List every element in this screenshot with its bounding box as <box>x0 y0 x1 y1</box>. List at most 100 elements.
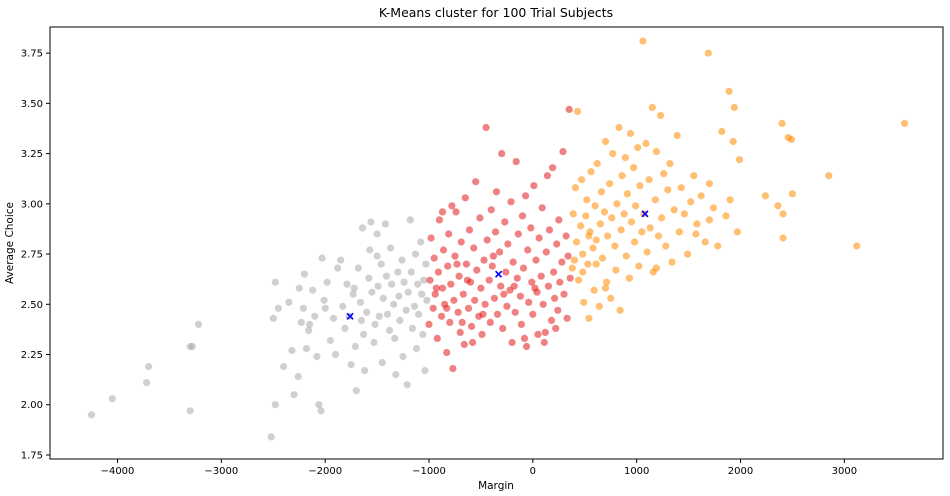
cluster-1-point-8 <box>435 216 443 224</box>
cluster-0-point-84 <box>408 324 416 332</box>
cluster-1-point-66 <box>511 308 519 316</box>
cluster-2-point-87 <box>714 242 722 250</box>
cluster-2-point-64 <box>652 148 661 156</box>
cluster-1-point-49 <box>488 262 496 270</box>
cluster-2-point-78 <box>684 250 692 258</box>
cluster-1-point-1 <box>426 276 434 284</box>
cluster-2-point-33 <box>609 150 617 158</box>
cluster-2-point-21 <box>593 160 601 168</box>
cluster-1-point-44 <box>482 123 490 132</box>
x-tick-label-1: −3000 <box>204 466 238 477</box>
cluster-0-point-24 <box>306 320 314 328</box>
x-tick-label-7: 3000 <box>832 466 857 477</box>
cluster-1-point-70 <box>516 292 525 300</box>
cluster-2-point-27 <box>601 137 610 146</box>
cluster-2-point-23 <box>596 220 604 228</box>
cluster-1-point-4 <box>430 254 438 262</box>
cluster-0-point-44 <box>351 342 359 351</box>
cluster-1-point-64 <box>508 338 516 347</box>
cluster-0-point-72 <box>392 371 400 379</box>
cluster-1-point-40 <box>477 284 485 292</box>
cluster-2-point-105 <box>901 119 909 127</box>
cluster-0-point-92 <box>419 330 427 338</box>
cluster-0-point-81 <box>404 288 412 296</box>
cluster-1-point-53 <box>493 310 502 318</box>
cluster-2-point-88 <box>718 127 726 136</box>
cluster-0-point-12 <box>271 278 279 286</box>
cluster-2-point-19 <box>591 202 599 210</box>
chart-title: K-Means cluster for 100 Trial Subjects <box>379 5 613 20</box>
cluster-0-point-33 <box>326 336 334 345</box>
cluster-0-point-52 <box>365 274 373 282</box>
cluster-1-point-94 <box>547 316 556 324</box>
cluster-0-point-46 <box>354 264 362 272</box>
cluster-0-point-65 <box>382 272 390 280</box>
cluster-0-point-14 <box>285 298 293 306</box>
cluster-2-point-51 <box>634 144 642 152</box>
cluster-2-point-106 <box>779 210 787 218</box>
cluster-1-point-50 <box>490 294 498 302</box>
cluster-2-point-41 <box>620 210 628 218</box>
cluster-1-point-52 <box>492 188 501 196</box>
cluster-1-point-43 <box>481 300 489 308</box>
x-tick-label-4: 0 <box>530 466 536 477</box>
cluster-2-point-98 <box>778 119 786 127</box>
cluster-1-point-104 <box>560 290 568 298</box>
cluster-0-point-87 <box>412 344 421 353</box>
y-axis: 1.75 2.00 2.25 2.50 2.75 3.00 3.25 3.50 3.75 <box>21 49 50 461</box>
cluster-0-point-43 <box>349 290 357 298</box>
cluster-0-point-30 <box>318 254 326 262</box>
cluster-2-point-85 <box>704 49 712 57</box>
cluster-1-point-59 <box>502 268 510 276</box>
cluster-1-point-89 <box>540 338 548 347</box>
cluster-0-point-59 <box>374 282 382 290</box>
cluster-2-point-30 <box>606 180 614 188</box>
cluster-1-point-110 <box>438 208 447 216</box>
cluster-2-point-2 <box>570 256 579 264</box>
cluster-2-point-5 <box>573 107 582 115</box>
cluster-0-point-86 <box>411 250 420 258</box>
cluster-1-point-74 <box>522 192 530 200</box>
cluster-0-point-36 <box>334 264 342 272</box>
cluster-0-point-28 <box>315 401 323 409</box>
cluster-1-point-100 <box>555 216 563 224</box>
cluster-1-point-72 <box>518 212 527 220</box>
cluster-0-point-94 <box>421 367 429 375</box>
cluster-0-point-5 <box>188 342 196 351</box>
cluster-2-point-8 <box>578 176 586 184</box>
cluster-1-point-113 <box>469 338 477 347</box>
cluster-0-point-34 <box>329 314 338 322</box>
cluster-0-point-23 <box>305 326 313 334</box>
y-tick-label-7: 3.50 <box>21 99 43 110</box>
cluster-0-point-74 <box>395 292 403 300</box>
cluster-2-point-94 <box>733 228 742 236</box>
cluster-1-point-39 <box>476 214 484 222</box>
cluster-0-point-17 <box>294 373 302 381</box>
cluster-1-point-84 <box>534 330 542 338</box>
cluster-1-point-54 <box>496 248 504 256</box>
cluster-1-point-51 <box>491 228 500 236</box>
cluster-1-point-42 <box>480 256 488 264</box>
cluster-1-point-67 <box>512 158 520 166</box>
cluster-1-point-115 <box>489 252 497 260</box>
cluster-0-point-69 <box>388 280 396 288</box>
cluster-1-point-121 <box>552 324 560 332</box>
cluster-1-point-87 <box>538 204 546 212</box>
cluster-0-point-77 <box>399 352 407 361</box>
cluster-0-point-83 <box>407 268 415 276</box>
cluster-0-point-71 <box>391 334 399 342</box>
cluster-0-point-18 <box>295 284 303 292</box>
cluster-1-point-93 <box>545 226 554 234</box>
cluster-2-point-57 <box>642 139 650 148</box>
cluster-2-point-28 <box>603 278 611 286</box>
cluster-0-point-54 <box>367 218 375 226</box>
cluster-1-point-25 <box>457 238 465 246</box>
y-axis-label: Average Choice <box>4 202 16 284</box>
cluster-2-point-9 <box>579 250 587 258</box>
cluster-0-point-0 <box>87 411 96 419</box>
cluster-1-point-30 <box>464 304 473 312</box>
cluster-1-point-98 <box>553 240 561 248</box>
cluster-2-point-42 <box>621 154 629 162</box>
cluster-2-point-86 <box>709 204 718 212</box>
cluster-2-point-111 <box>579 268 587 276</box>
